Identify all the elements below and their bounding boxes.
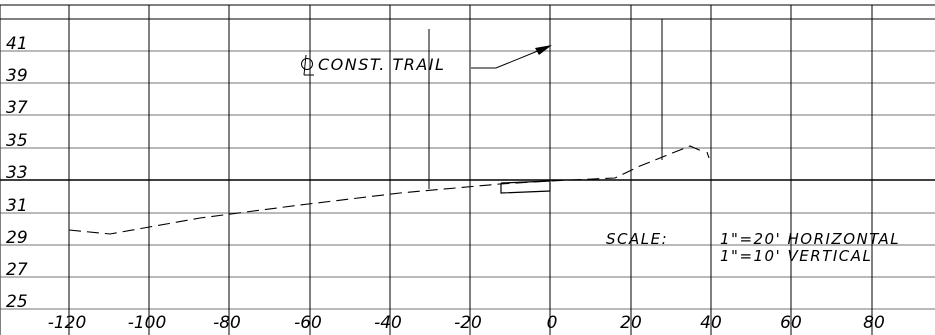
elev-label-41: 41 — [6, 34, 28, 54]
sta-label-minus-60: -60 — [294, 313, 322, 333]
sta-label-minus-20: -20 — [454, 313, 482, 333]
elevation-labels: 41 39 37 35 33 31 29 27 25 — [6, 34, 28, 312]
scale-note: SCALE: 1"=20' HORIZONTAL 1"=10' VERTICAL — [606, 230, 900, 265]
centerline-symbol-stem — [303, 54, 307, 76]
elev-label-29: 29 — [6, 228, 28, 248]
trail-section — [500, 180, 551, 194]
trail-pavement-box — [500, 181, 551, 194]
elev-label-27: 27 — [6, 260, 28, 280]
sta-label-minus-40: -40 — [374, 313, 402, 333]
centerline-symbol — [301, 54, 314, 76]
sta-label-0: 0 — [547, 313, 558, 333]
centerline-leader-arrowhead — [535, 45, 552, 55]
elev-label-25: 25 — [6, 292, 28, 312]
sta-label-minus-120: -120 — [48, 313, 87, 333]
scale-vertical: 1"=10' VERTICAL — [720, 247, 872, 265]
sta-label-80: 80 — [863, 313, 885, 333]
elev-label-39: 39 — [6, 66, 28, 86]
construction-limit-lines — [428, 19, 663, 189]
sta-label-20: 20 — [620, 313, 642, 333]
scale-horizontal: 1"=20' HORIZONTAL — [720, 230, 900, 248]
existing-ground-profile — [68, 145, 705, 235]
existing-ground-end-tick — [706, 151, 710, 159]
centerline-callout: CONST. TRAIL — [301, 45, 552, 76]
scale-label: SCALE: — [606, 230, 668, 248]
elev-label-35: 35 — [6, 131, 28, 151]
centerline-label: CONST. TRAIL — [318, 55, 445, 74]
centerline-leader-line — [471, 45, 551, 69]
centerline-symbol-circle — [301, 58, 313, 70]
sta-label-40: 40 — [700, 313, 722, 333]
station-labels: -120 -100 -80 -60 -40 -20 0 20 40 60 80 — [48, 313, 885, 333]
elev-label-31: 31 — [6, 196, 28, 216]
sta-label-minus-80: -80 — [213, 313, 241, 333]
sta-label-60: 60 — [780, 313, 802, 333]
station-gridlines — [68, 5, 873, 335]
elev-label-33: 33 — [6, 163, 28, 183]
sta-label-minus-100: -100 — [128, 313, 167, 333]
elev-label-37: 37 — [6, 98, 28, 118]
trail-surface-line — [500, 180, 551, 184]
sheet-border — [0, 4, 935, 335]
elevation-gridlines — [0, 50, 935, 310]
